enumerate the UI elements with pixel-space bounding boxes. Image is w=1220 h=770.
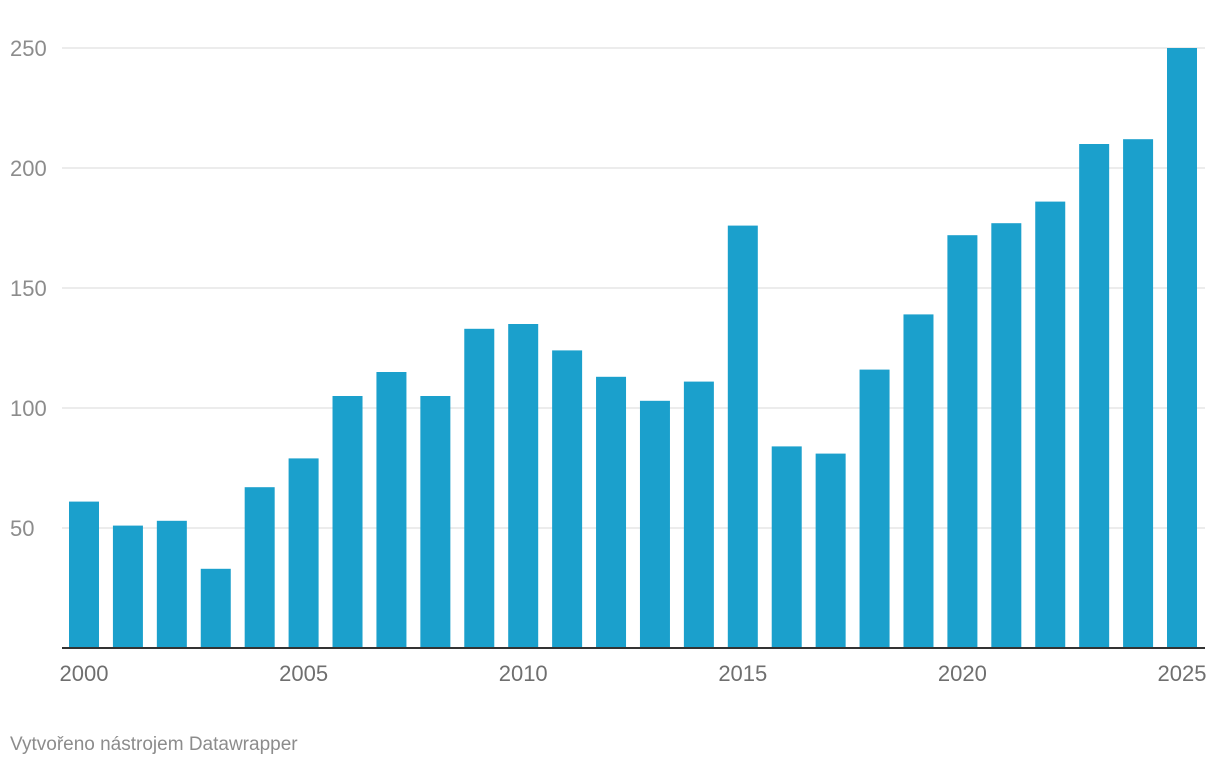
bar-2013: [639, 400, 670, 648]
x-tick-label: 2020: [938, 661, 987, 686]
y-tick-label: 100: [10, 396, 47, 421]
bar-chart: 50 100 150 200 250 2000 2005 2010 2015 2020 2025: [10, 36, 1207, 686]
bar-2008: [420, 396, 451, 648]
bar-2021: [991, 223, 1022, 648]
bar-2023: [1079, 144, 1110, 648]
bar-2015: [727, 225, 758, 648]
x-tick-label: 2005: [279, 661, 328, 686]
bars: [69, 48, 1197, 648]
x-tick-label: 2015: [718, 661, 767, 686]
bar-2006: [332, 396, 363, 648]
y-tick-label: 250: [10, 36, 47, 61]
bar-2025: [1167, 48, 1197, 648]
bar-2019: [903, 314, 934, 648]
y-tick-label: 150: [10, 276, 47, 301]
bar-2020: [947, 235, 978, 648]
bar-2016: [771, 446, 802, 648]
x-tick-label: 2025: [1158, 661, 1207, 686]
bar-2012: [596, 376, 627, 648]
y-tick-label: 50: [10, 516, 34, 541]
bar-2009: [464, 328, 495, 648]
y-tick-label: 200: [10, 156, 47, 181]
bar-2010: [508, 324, 539, 648]
x-tick-label: 2010: [499, 661, 548, 686]
bar-2004: [244, 487, 275, 648]
bar-2014: [683, 381, 714, 648]
y-axis-ticks: 50 100 150 200 250: [10, 36, 47, 541]
bar-2017: [815, 453, 846, 648]
bar-2002: [156, 520, 187, 648]
bar-2022: [1035, 201, 1066, 648]
bar-2024: [1123, 139, 1154, 648]
bar-2007: [376, 372, 407, 648]
bar-2018: [859, 369, 890, 648]
bar-2003: [200, 568, 231, 648]
bar-2005: [288, 458, 319, 648]
gridlines: [62, 47, 1205, 529]
x-axis-ticks: 2000 2005 2010 2015 2020 2025: [60, 661, 1207, 686]
x-tick-label: 2000: [60, 661, 109, 686]
bar-2011: [552, 350, 583, 648]
footer-credit: Vytvořeno nástrojem Datawrapper: [10, 734, 298, 755]
bar-2000: [69, 501, 99, 648]
bar-2001: [112, 525, 143, 648]
